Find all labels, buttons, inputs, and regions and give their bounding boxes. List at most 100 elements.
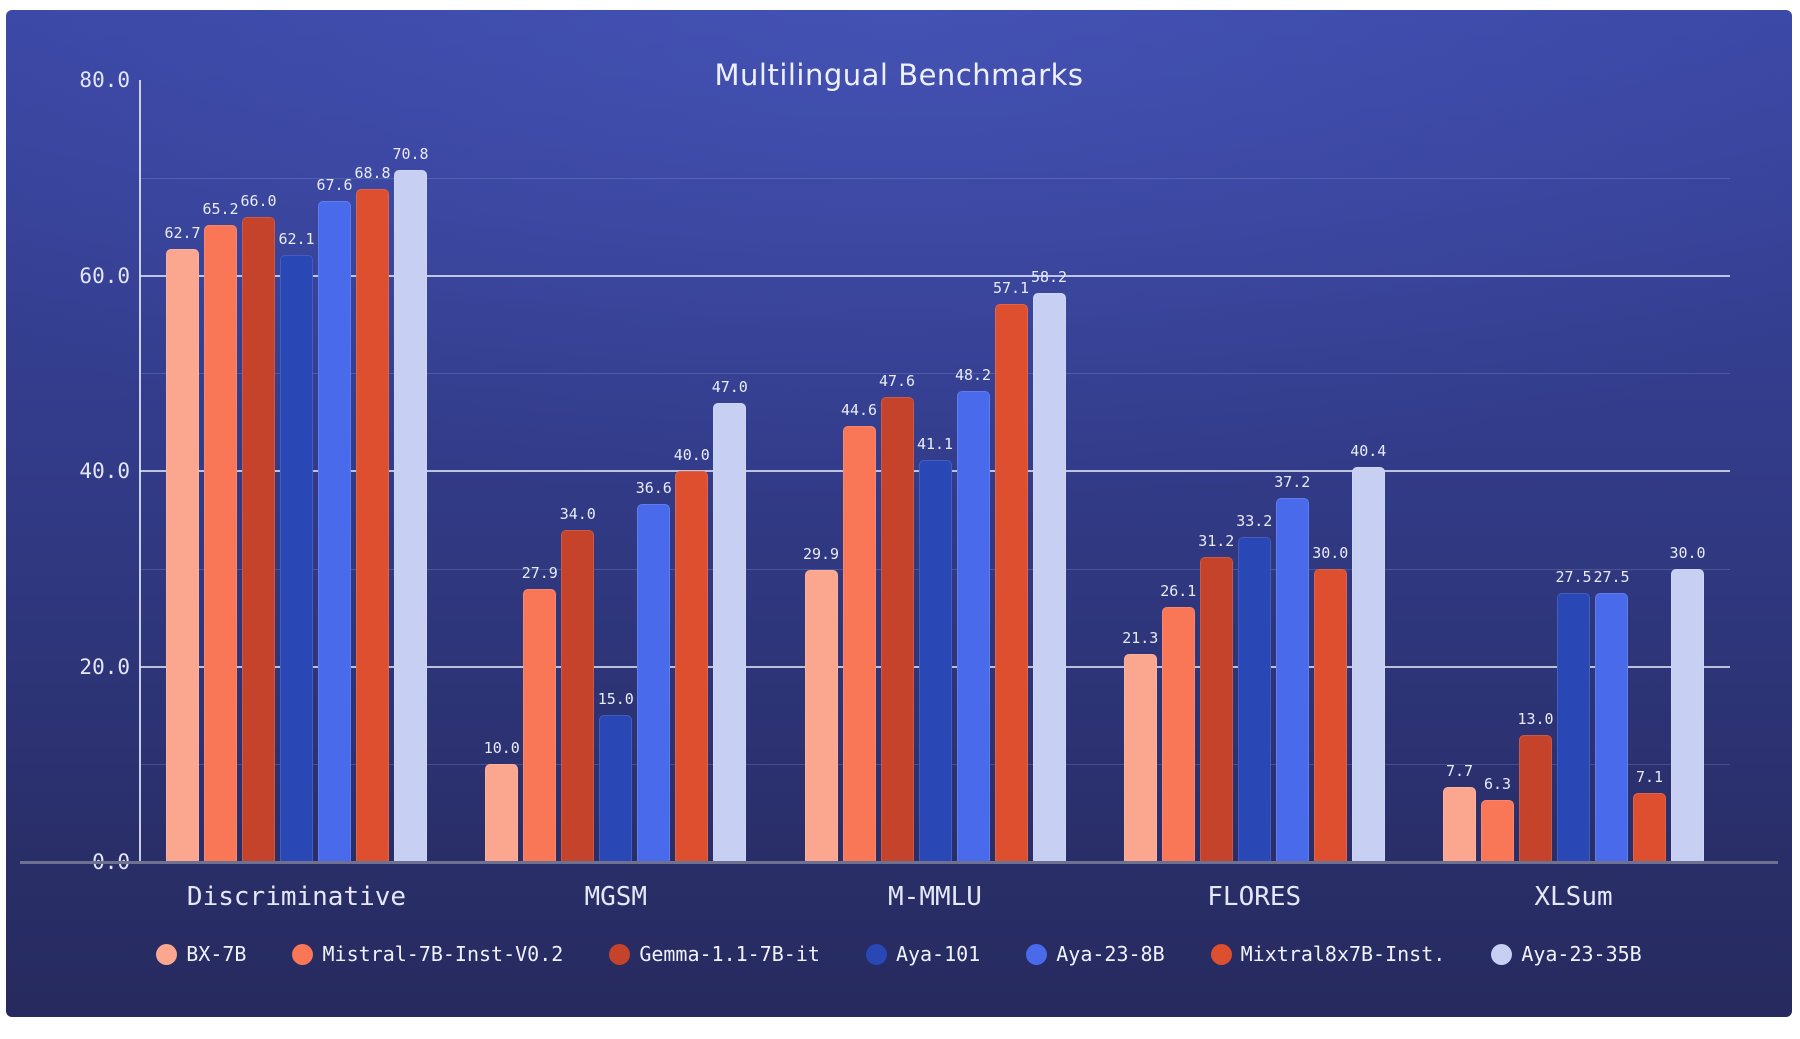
bar-bx-7b-discriminative: 62.7 xyxy=(164,224,201,862)
bar-value-label: 67.6 xyxy=(316,176,353,195)
category-label-xlsum: XLSum xyxy=(1534,882,1613,912)
bar-mixtral8x7b-inst-m-mmlu: 57.1 xyxy=(993,279,1029,862)
bar-value-label: 47.6 xyxy=(878,371,916,390)
bar-bx-7b-flores: 21.3 xyxy=(1122,629,1158,862)
bar-aya-101-xlsum: 27.5 xyxy=(1555,568,1592,862)
bar-value-label: 62.7 xyxy=(164,224,201,243)
legend-label: Mistral-7B-Inst-V0.2 xyxy=(322,942,564,966)
bar-value-label: 34.0 xyxy=(559,504,596,523)
legend-swatch-icon xyxy=(609,943,631,965)
y-axis-line xyxy=(139,80,141,862)
bar-value-label: 33.2 xyxy=(1236,512,1273,531)
plot-area: 62.7 65.2 66.0 62.1 67.6 68.8 70.8 10.0 27.9 34.0… xyxy=(139,80,1730,862)
legend-label: BX-7B xyxy=(186,942,247,966)
bar-gemma-1-1-7b-it-flores: 31.2 xyxy=(1198,532,1234,862)
legend-swatch-icon xyxy=(156,943,178,965)
legend-item-aya-23-8b: Aya-23-8B xyxy=(1026,942,1165,966)
bar-value-label: 21.3 xyxy=(1122,628,1159,647)
bar-value-label: 58.2 xyxy=(1030,268,1068,287)
legend-item-mistral-7b-inst-v0-2: Mistral-7B-Inst-V0.2 xyxy=(292,942,563,966)
bar-bx-7b-m-mmlu: 29.9 xyxy=(803,545,839,862)
legend-swatch-icon xyxy=(292,943,314,965)
category-label-m-mmlu: M-MMLU xyxy=(888,882,982,912)
bar-value-label: 15.0 xyxy=(597,690,634,709)
bar-group-discriminative: 62.7 65.2 66.0 62.1 67.6 68.8 70.8 xyxy=(164,80,429,862)
bar-aya-23-8b-xlsum: 27.5 xyxy=(1593,568,1630,862)
bar-value-label: 10.0 xyxy=(483,739,520,758)
bar-gemma-1-1-7b-it-mgsm: 34.0 xyxy=(560,505,596,862)
legend-label: Aya-23-35B xyxy=(1521,942,1642,966)
bar-mistral-7b-inst-v0-2-m-mmlu: 44.6 xyxy=(841,401,877,862)
chart-card: Multilingual Benchmarks 62.7 65.2 66.0 62.1… xyxy=(6,10,1792,1017)
bar-mistral-7b-inst-v0-2-xlsum: 6.3 xyxy=(1481,775,1514,862)
bar-value-label: 7.7 xyxy=(1445,761,1474,780)
category-label-discriminative: Discriminative xyxy=(186,882,407,912)
bar-aya-23-35b-xlsum: 30.0 xyxy=(1669,544,1706,862)
bar-aya-101-m-mmlu: 41.1 xyxy=(917,435,953,862)
bar-value-label: 36.6 xyxy=(635,479,672,498)
bar-mixtral8x7b-inst-xlsum: 7.1 xyxy=(1633,768,1666,862)
bar-gemma-1-1-7b-it-discriminative: 66.0 xyxy=(240,192,277,862)
bar-group-flores: 21.3 26.1 31.2 33.2 37.2 30.0 40.4 xyxy=(1122,80,1386,862)
bar-aya-101-mgsm: 15.0 xyxy=(598,690,634,862)
bar-aya-23-8b-discriminative: 67.6 xyxy=(316,176,353,862)
x-axis-baseline xyxy=(20,861,1778,864)
bar-aya-23-8b-mgsm: 36.6 xyxy=(636,479,672,862)
bar-value-label: 70.8 xyxy=(392,144,429,163)
bar-value-label: 30.0 xyxy=(1312,543,1349,562)
category-label-flores: FLORES xyxy=(1207,882,1302,912)
bar-value-label: 62.1 xyxy=(278,229,315,248)
legend-swatch-icon xyxy=(1210,943,1232,965)
bar-value-label: 7.1 xyxy=(1635,767,1664,786)
bar-value-label: 44.6 xyxy=(840,401,878,420)
legend-label: Aya-101 xyxy=(895,942,981,966)
bar-bx-7b-mgsm: 10.0 xyxy=(484,739,520,862)
legend-item-bx-7b: BX-7B xyxy=(156,942,246,966)
bar-aya-23-8b-flores: 37.2 xyxy=(1274,473,1310,862)
bar-value-label: 66.0 xyxy=(240,191,277,210)
bar-value-label: 40.4 xyxy=(1350,442,1387,461)
bar-value-label: 47.0 xyxy=(711,377,748,396)
bar-gemma-1-1-7b-it-m-mmlu: 47.6 xyxy=(879,372,915,862)
legend-item-aya-23-35b: Aya-23-35B xyxy=(1491,942,1642,966)
bar-value-label: 57.1 xyxy=(992,278,1030,297)
bar-group-mgsm: 10.0 27.9 34.0 15.0 36.6 40.0 47.0 xyxy=(484,80,748,862)
bar-value-label: 65.2 xyxy=(202,199,239,218)
legend-item-mixtral8x7b-inst: Mixtral8x7B-Inst. xyxy=(1210,942,1445,966)
bar-value-label: 40.0 xyxy=(673,446,710,464)
legend: BX-7B Mistral-7B-Inst-V0.2 Gemma-1.1-7B-it… xyxy=(6,942,1792,966)
bar-aya-23-35b-flores: 40.4 xyxy=(1350,442,1386,862)
bar-value-label: 13.0 xyxy=(1517,709,1554,728)
bar-gemma-1-1-7b-it-xlsum: 13.0 xyxy=(1517,710,1554,862)
bar-value-label: 26.1 xyxy=(1160,581,1197,600)
gridline-minor-50 xyxy=(140,373,1730,375)
bar-value-label: 27.5 xyxy=(1555,568,1592,587)
bar-value-label: 48.2 xyxy=(954,365,992,384)
bar-value-label: 27.5 xyxy=(1593,568,1630,587)
legend-item-gemma-1-1-7b-it: Gemma-1.1-7B-it xyxy=(609,942,820,966)
bar-value-label: 6.3 xyxy=(1483,775,1512,794)
bar-value-label: 37.2 xyxy=(1274,473,1311,492)
legend-label: Gemma-1.1-7B-it xyxy=(639,942,820,966)
bar-mistral-7b-inst-v0-2-mgsm: 27.9 xyxy=(522,564,558,862)
bar-value-label: 27.9 xyxy=(521,564,558,583)
legend-swatch-icon xyxy=(865,943,887,965)
bar-aya-101-flores: 33.2 xyxy=(1236,512,1272,862)
legend-swatch-icon xyxy=(1026,943,1048,965)
bar-groups: 62.7 65.2 66.0 62.1 67.6 68.8 70.8 10.0 27.9 34.0… xyxy=(140,80,1730,862)
legend-item-aya-101: Aya-101 xyxy=(865,942,981,966)
legend-label: Aya-23-8B xyxy=(1056,942,1165,966)
x-axis-category-labels: Discriminative MGSM M-MMLU FLORES XLSum xyxy=(140,882,1730,912)
bar-mixtral8x7b-inst-flores: 30.0 xyxy=(1312,544,1348,862)
bar-mistral-7b-inst-v0-2-flores: 26.1 xyxy=(1160,582,1196,862)
category-label-mgsm: MGSM xyxy=(584,882,648,912)
bar-value-label: 31.2 xyxy=(1198,532,1235,551)
legend-swatch-icon xyxy=(1491,943,1513,965)
bar-group-m-mmlu: 29.9 44.6 47.6 41.1 48.2 57.1 58.2 xyxy=(803,80,1068,862)
bar-mixtral8x7b-inst-mgsm: 40.0 xyxy=(674,446,710,862)
bar-mixtral8x7b-inst-discriminative: 68.8 xyxy=(354,164,391,862)
bar-aya-23-35b-mgsm: 47.0 xyxy=(712,378,748,862)
bar-value-label: 29.9 xyxy=(802,544,840,563)
y-tick-label-60: 60.0 xyxy=(79,263,130,288)
